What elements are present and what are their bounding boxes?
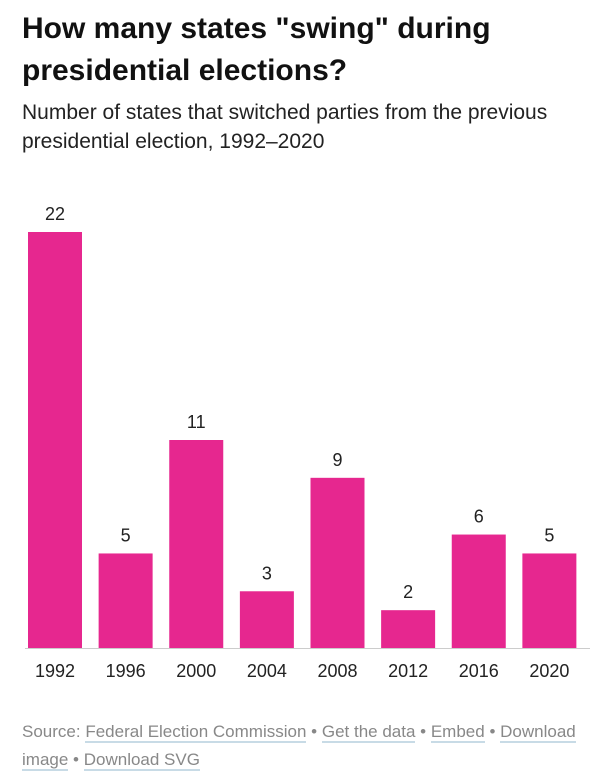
x-tick-label-2004: 2004 xyxy=(247,661,287,681)
chart-subtitle: Number of states that switched parties f… xyxy=(22,101,548,153)
separator: • xyxy=(489,722,496,741)
data-label-1992: 22 xyxy=(45,204,65,224)
x-tick-label-2012: 2012 xyxy=(388,661,428,681)
bar-1992 xyxy=(28,232,82,648)
embed-link[interactable]: Embed xyxy=(430,722,485,743)
bar-1996 xyxy=(98,553,153,648)
x-tick-label-2020: 2020 xyxy=(529,661,569,681)
x-tick-label-2016: 2016 xyxy=(459,661,499,681)
bar-2012 xyxy=(381,610,436,648)
data-label-1996: 5 xyxy=(121,525,131,545)
separator: • xyxy=(420,722,427,741)
bar-2008 xyxy=(310,477,365,648)
x-tick-label-1992: 1992 xyxy=(35,661,75,681)
bar-chart: 22 1992 5 1996 11 2000 3 2004 9 2008 2 2012 6 2016 5 20… xyxy=(25,204,590,681)
x-tick-label-2000: 2000 xyxy=(176,661,216,681)
source-link[interactable]: Federal Election Commission xyxy=(85,722,307,743)
data-label-2008: 9 xyxy=(332,450,342,470)
chart-title: How many states "swing" during president… xyxy=(22,12,491,87)
download-image-link[interactable]: Download image xyxy=(22,722,576,771)
data-label-2004: 3 xyxy=(262,563,272,583)
separator: • xyxy=(73,750,79,769)
bar-2020 xyxy=(522,553,577,648)
separator: • xyxy=(311,722,318,741)
data-label-2020: 5 xyxy=(544,525,554,545)
chart-footer: Source: Federal Election Commission • Ge… xyxy=(22,718,582,774)
get-data-link[interactable]: Get the data xyxy=(321,722,416,743)
bar-2000 xyxy=(169,440,224,648)
data-label-2012: 2 xyxy=(403,582,413,602)
x-tick-label-1996: 1996 xyxy=(106,661,146,681)
bar-2004 xyxy=(239,591,294,648)
data-label-2000: 11 xyxy=(187,412,206,432)
source-prefix: Source: xyxy=(22,722,81,741)
data-label-2016: 6 xyxy=(474,507,484,527)
download-svg-link[interactable]: Download SVG xyxy=(83,750,200,771)
x-tick-label-2008: 2008 xyxy=(317,661,357,681)
bar-2016 xyxy=(451,534,506,648)
